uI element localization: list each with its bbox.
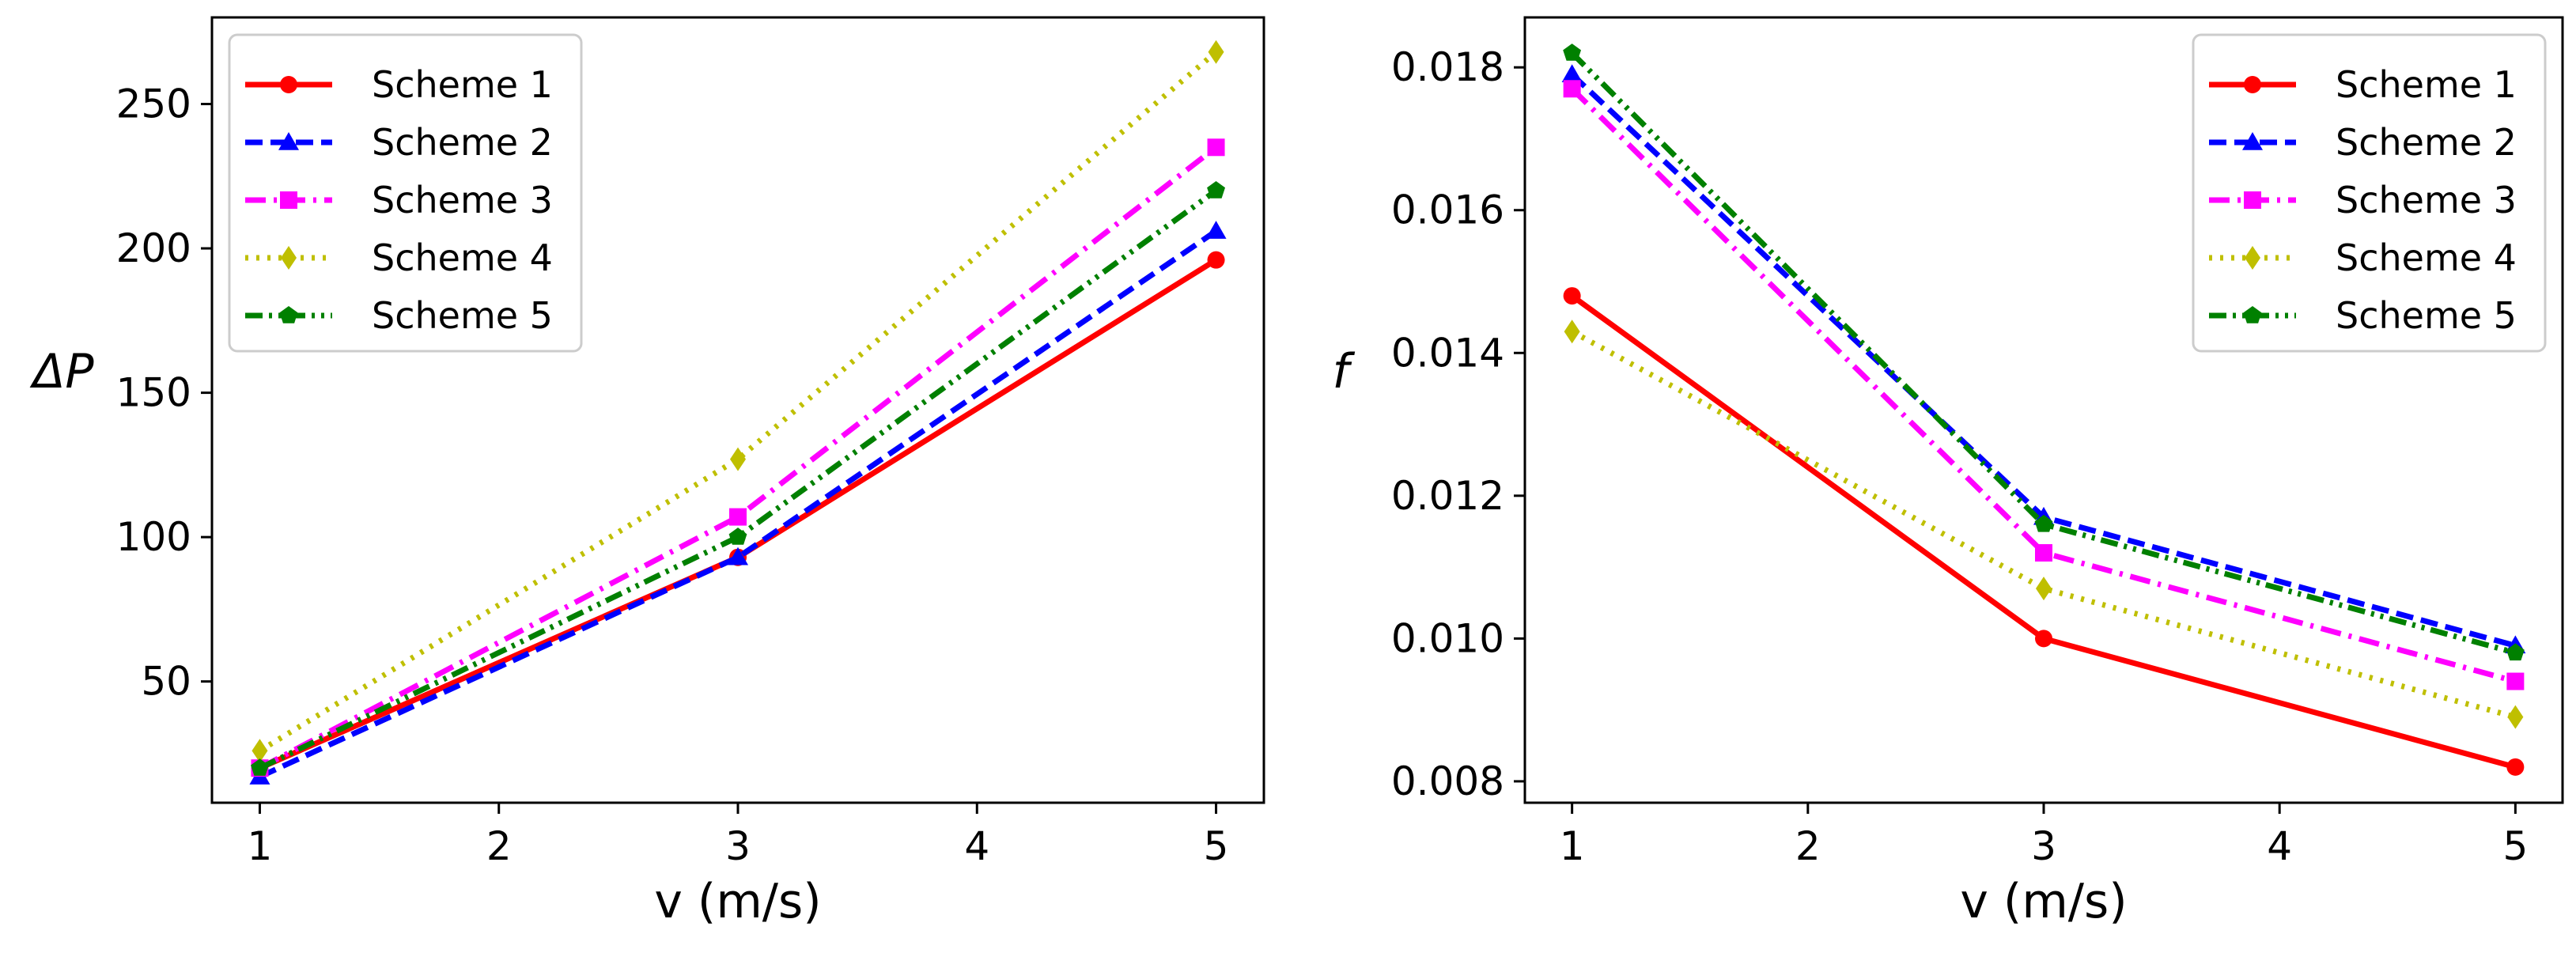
y-tick-label: 200 — [116, 225, 191, 271]
x-tick-label: 1 — [248, 823, 273, 869]
legend-marker — [2244, 191, 2261, 209]
data-point — [1207, 181, 1225, 199]
legend: Scheme 1 Scheme 2 Scheme 3 Scheme 4 Scheme 5 — [228, 33, 583, 353]
legend-entry: Scheme 2 — [245, 121, 553, 164]
data-point — [2507, 705, 2524, 729]
series-5 — [251, 181, 1225, 776]
legend-label: Scheme 5 — [2336, 294, 2517, 337]
legend-label: Scheme 3 — [372, 179, 553, 221]
y-tick-label: 0.014 — [1391, 330, 1504, 376]
legend-entry: Scheme 5 — [2209, 294, 2517, 337]
legend-label: Scheme 2 — [372, 121, 553, 164]
data-point — [1208, 40, 1224, 64]
legend-box — [228, 33, 583, 353]
legend-marker — [2242, 132, 2263, 150]
data-point — [252, 739, 268, 763]
y-tick-label: 100 — [116, 514, 191, 560]
series-4 — [1564, 320, 2524, 729]
data-point — [1563, 80, 1581, 98]
legend-label: Scheme 1 — [372, 63, 553, 106]
legend: Scheme 1 Scheme 2 Scheme 3 Scheme 4 Scheme 5 — [2192, 33, 2547, 353]
y-tick-label: 0.016 — [1391, 187, 1504, 233]
legend-marker — [278, 132, 299, 150]
x-tick-label: 2 — [1795, 823, 1821, 869]
x-tick-label: 2 — [486, 823, 512, 869]
data-point — [729, 508, 747, 526]
legend-label: Scheme 2 — [2336, 121, 2517, 164]
data-point — [730, 447, 746, 471]
data-point — [2506, 672, 2525, 690]
x-tick-label: 4 — [964, 823, 989, 869]
legend-label: Scheme 1 — [2336, 63, 2517, 106]
x-tick-label: 3 — [2031, 823, 2056, 869]
y-axis-label: ΔP — [29, 344, 94, 399]
series-line — [1570, 329, 2517, 720]
data-point — [2036, 577, 2052, 601]
legend-marker — [2245, 246, 2260, 270]
panel-2: 1 2 3 4 5 0.008 0.010 0.012 0.014 0.016 0.018 v (m/… — [1332, 16, 2564, 929]
data-point — [1207, 251, 1225, 269]
legend-entry: Scheme 2 — [2209, 121, 2517, 164]
legend-marker — [280, 191, 297, 209]
x-axis-label: v (m/s) — [1960, 874, 2127, 929]
y-tick-label: 50 — [141, 659, 191, 705]
legend-entry: Scheme 5 — [245, 294, 553, 337]
data-point — [1563, 43, 1581, 61]
data-point — [2034, 514, 2053, 532]
series-5 — [1563, 43, 2525, 661]
data-point — [728, 546, 748, 565]
y-tick-label: 0.010 — [1391, 615, 1504, 661]
data-point — [1205, 221, 1227, 239]
legend-marker — [279, 306, 298, 323]
legend-marker — [281, 246, 297, 270]
data-point — [1564, 320, 1580, 344]
x-tick-label: 1 — [1560, 823, 1585, 869]
legend-entry: Scheme 3 — [245, 179, 553, 221]
legend-entry: Scheme 1 — [2209, 63, 2517, 106]
series-line — [259, 229, 1218, 780]
y-axis-label: f — [1332, 344, 1355, 399]
legend-entry: Scheme 1 — [245, 63, 553, 106]
data-point — [1561, 64, 1583, 82]
legend-label: Scheme 5 — [372, 294, 553, 337]
data-point — [2035, 544, 2052, 562]
data-point — [1563, 287, 1581, 305]
legend-entry: Scheme 4 — [2209, 236, 2517, 279]
series-4 — [252, 40, 1224, 763]
x-tick-label: 5 — [1204, 823, 1229, 869]
x-tick-label: 5 — [2502, 823, 2528, 869]
data-point — [2506, 758, 2525, 776]
legend-entry: Scheme 3 — [2209, 179, 2517, 221]
y-tick-label: 250 — [116, 81, 191, 127]
y-tick-label: 0.018 — [1391, 44, 1504, 90]
legend-label: Scheme 4 — [2336, 236, 2517, 279]
y-tick-label: 0.008 — [1391, 758, 1504, 804]
x-tick-label: 3 — [725, 823, 751, 869]
data-point — [2506, 643, 2525, 661]
legend-entry: Scheme 4 — [245, 236, 553, 279]
x-axis-label: v (m/s) — [654, 874, 821, 929]
series-line — [258, 188, 1218, 771]
y-tick-label: 150 — [116, 370, 191, 416]
data-point — [251, 758, 269, 776]
y-tick-label: 0.012 — [1391, 473, 1504, 519]
legend-box — [2192, 33, 2547, 353]
data-point — [1207, 138, 1225, 157]
legend-marker — [2244, 76, 2261, 93]
legend-marker — [2243, 306, 2262, 323]
data-point — [2035, 630, 2052, 648]
data-point — [728, 528, 747, 545]
legend-marker — [280, 76, 297, 93]
series-3 — [1563, 80, 2525, 690]
legend-label: Scheme 3 — [2336, 179, 2517, 221]
legend-label: Scheme 4 — [372, 236, 553, 279]
series-1 — [1563, 287, 2525, 776]
x-tick-label: 4 — [2267, 823, 2292, 869]
